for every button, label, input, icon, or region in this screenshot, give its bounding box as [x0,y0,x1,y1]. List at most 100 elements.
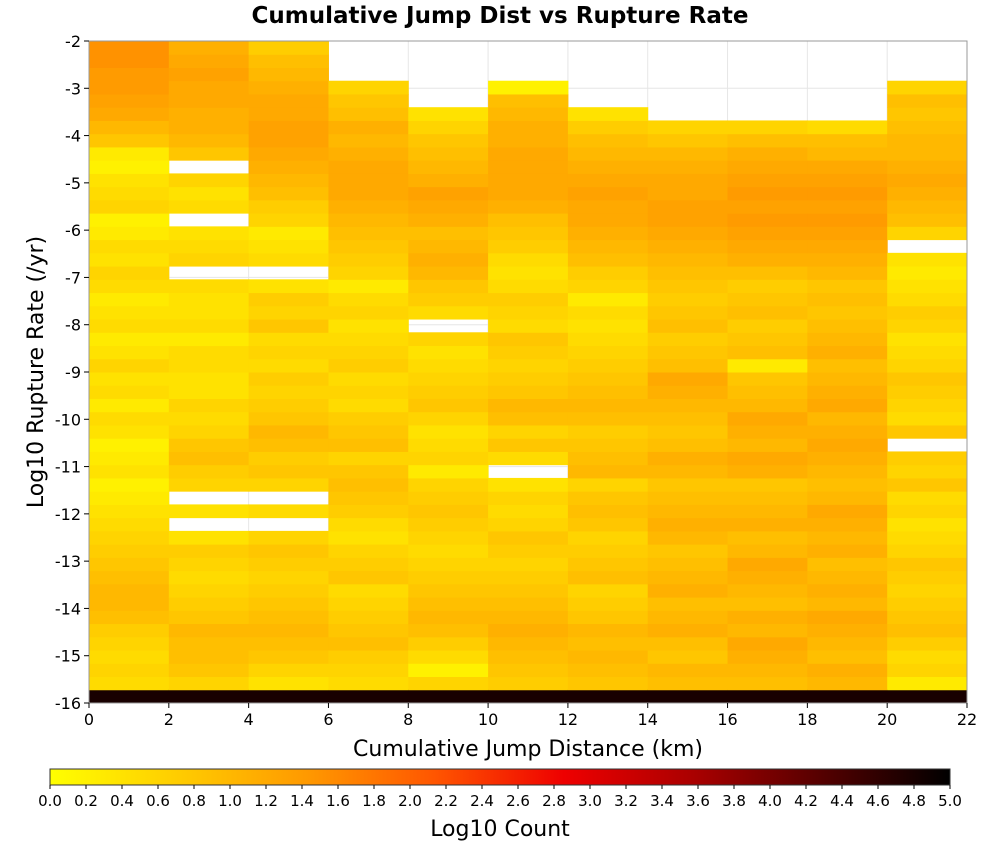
heatmap-cell [727,186,808,201]
heatmap-cell [567,438,649,452]
y-tick-label: -4 [65,127,81,146]
colorbar-tick-label: 2.8 [542,792,566,810]
heatmap-cell [488,173,569,188]
heatmap-cell [567,160,649,174]
heatmap-cell [168,583,250,598]
heatmap-cell [887,292,968,307]
x-tick-label: 4 [244,710,254,729]
heatmap-cell [408,491,489,505]
heatmap-cell [807,464,888,479]
heatmap-cell [168,610,250,625]
y-tick-label: -8 [65,316,81,335]
heatmap-cell [89,398,170,413]
heatmap-cell [408,345,489,360]
heatmap-cell [567,239,649,254]
heatmap-cell [567,319,649,333]
heatmap-cell [807,544,888,558]
heatmap-cell [887,676,968,691]
colorbar [49,768,951,786]
heatmap-cell [887,266,968,280]
heatmap-cell [887,517,968,532]
heatmap-cell [887,689,968,704]
heatmap-cell [488,226,569,241]
heatmap-cell [488,623,569,638]
heatmap-cell [168,199,250,214]
heatmap-cell [887,530,968,545]
heatmap-cell [248,610,329,625]
heatmap-cell [328,411,409,426]
colorbar-tick-label: 1.0 [218,792,242,810]
heatmap-cell [887,305,968,320]
heatmap-cell [328,570,409,585]
heatmap-cell [328,464,409,479]
heatmap-cell [807,424,888,439]
heatmap-cell [887,610,968,625]
heatmap-cell [168,279,250,294]
heatmap-cell [89,133,170,148]
heatmap-cell [248,504,329,519]
heatmap-cell [567,213,649,227]
heatmap-cell [567,464,649,479]
heatmap-cell [89,557,170,572]
heatmap-cell [887,199,968,214]
heatmap-cell [567,120,649,135]
heatmap-cell [807,305,888,320]
heatmap-cell [328,319,409,333]
heatmap-cell [89,67,170,82]
heatmap-cell [488,491,569,505]
heatmap-cell [807,557,888,572]
heatmap-cell [488,557,569,572]
heatmap-cell [248,252,329,267]
y-tick-label: -15 [55,647,81,666]
heatmap-cell [488,570,569,585]
heatmap-cell [328,477,409,492]
colorbar-tick-label: 2.4 [470,792,494,810]
heatmap-cell [488,93,569,108]
heatmap-cell [887,491,968,505]
x-tick-label: 8 [403,710,413,729]
heatmap-cell [647,477,729,492]
heatmap-cell [807,385,888,399]
heatmap-cell [89,107,170,121]
heatmap-cell [807,358,888,373]
colorbar-tick-label: 2.2 [434,792,458,810]
heatmap-cell [567,305,649,320]
heatmap-cell [248,213,329,227]
heatmap-cell [488,676,569,691]
heatmap-cell [727,173,808,188]
heatmap-cell [408,477,489,492]
heatmap-cell [727,213,808,227]
heatmap-cell [807,186,888,201]
heatmap-cell [488,146,569,161]
heatmap-cell [488,358,569,373]
heatmap-cell [328,146,409,161]
heatmap-cell [727,160,808,174]
heatmap-cell [248,54,329,68]
heatmap-cell [567,398,649,413]
heatmap-cell [248,424,329,439]
heatmap-cell [567,372,649,386]
heatmap-cell [408,583,489,598]
heatmap-cell [248,279,329,294]
heatmap-cell [408,372,489,386]
heatmap-cell [488,650,569,664]
heatmap-cell [727,504,808,519]
heatmap-cell [807,252,888,267]
heatmap-cell [248,583,329,598]
heatmap-cell [168,530,250,545]
heatmap-cell [248,239,329,254]
heatmap-cell [727,226,808,241]
heatmap-cell [248,451,329,466]
heatmap-cell [488,689,569,704]
colorbar-tick-label: 2.0 [398,792,422,810]
heatmap-cell [168,120,250,135]
heatmap-cell [408,636,489,651]
heatmap-cell [647,636,729,651]
heatmap-cell [89,319,170,333]
heatmap-cell [328,358,409,373]
heatmap-cell [408,451,489,466]
y-tick-label: -3 [65,79,81,98]
heatmap-cell [727,385,808,399]
heatmap-cell [647,252,729,267]
heatmap-cell [89,213,170,227]
